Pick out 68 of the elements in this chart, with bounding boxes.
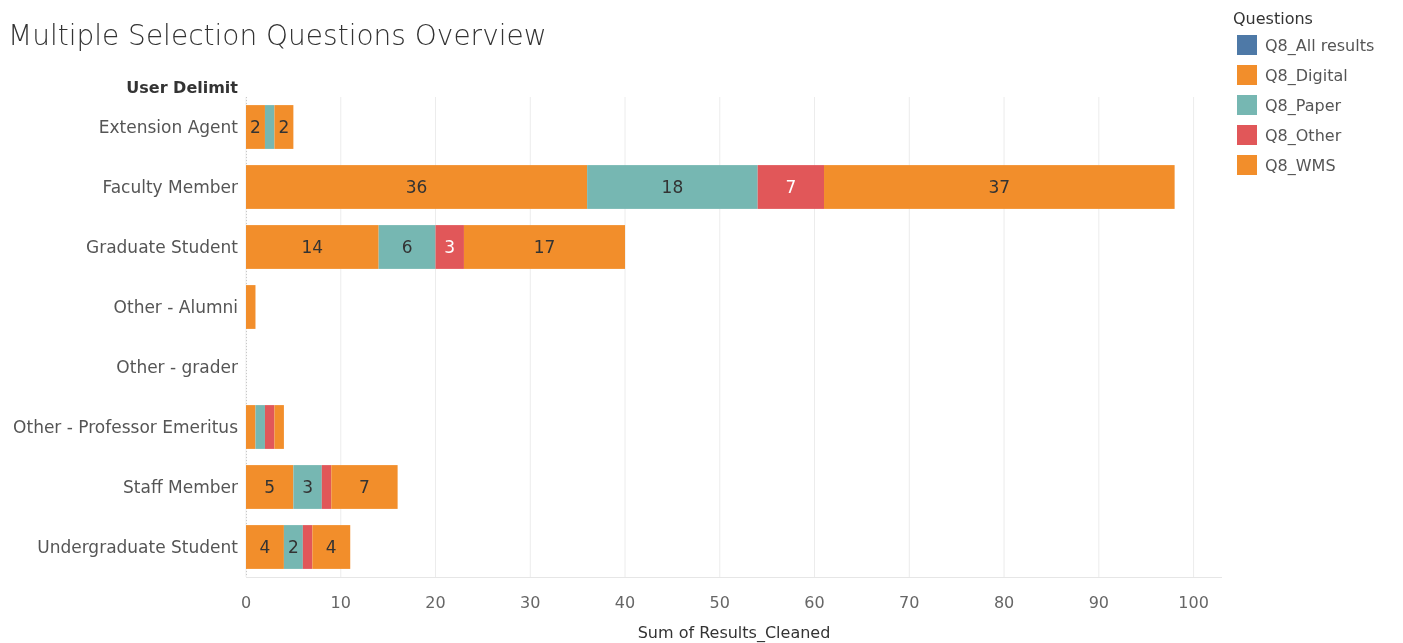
y-axis-title: User Delimit [126,78,239,97]
x-tick-label: 10 [330,593,351,612]
data-label: 14 [301,237,324,258]
data-label: 5 [264,477,276,498]
legend-label: Q8_Other [1265,125,1342,146]
y-tick-label: Other - Professor Emeritus [13,417,239,438]
bar [378,225,436,269]
x-axis-title: Sum of Results_Cleaned [637,623,831,643]
x-tick-label: 0 [240,593,252,612]
x-tick-label: 40 [614,593,636,612]
bar [757,165,825,209]
data-label: 6 [401,237,413,258]
x-tick-label: 50 [709,593,730,612]
bar [246,285,256,329]
x-tick-label: 80 [993,593,1015,612]
data-label: 3 [302,477,314,498]
y-tick-label: Faculty Member [102,177,238,198]
bar [321,465,332,509]
data-label: 4 [259,537,271,558]
x-tick-label: 100 [1178,593,1209,612]
bar [302,525,313,569]
x-tick-label: 60 [804,593,825,612]
data-label: 2 [287,537,299,558]
bar [824,165,1175,209]
y-tick-label: Staff Member [123,477,238,498]
x-tick-label: 20 [425,593,446,612]
bar [274,105,294,149]
y-tick-label: Other - Alumni [113,297,238,318]
bar [246,465,294,509]
bar [331,465,398,509]
bar [264,105,275,149]
x-tick-label: 70 [899,593,920,612]
legend-label: Q8_Digital [1265,65,1348,86]
legend-label: Q8_WMS [1265,155,1336,176]
y-tick-label: Graduate Student [85,237,239,258]
bar [246,405,256,449]
x-tick-label: 30 [520,593,541,612]
data-label: 4 [325,537,337,558]
chart-title: Multiple Selection Questions Overview [8,19,547,52]
bar [463,225,626,269]
data-label: 7 [359,477,370,498]
bar [246,165,588,209]
data-label: 2 [250,117,261,138]
bar [255,405,265,449]
data-label: 37 [988,177,1011,198]
legend-title: Questions [1233,9,1313,28]
y-tick-label: Undergraduate Student [37,537,239,558]
legend-label: Q8_Paper [1265,95,1342,116]
data-label: 18 [661,177,684,198]
bar [587,165,758,209]
bar [246,525,284,569]
data-label: 2 [278,117,290,138]
bar [246,105,265,149]
data-label: 7 [785,177,797,198]
bar [264,405,275,449]
legend-label: Q8_All results [1265,35,1375,56]
bar [246,225,379,269]
bar [283,525,303,569]
x-tick-label: 90 [1088,593,1109,612]
bar [312,525,351,569]
bar [274,405,284,449]
data-label: 36 [405,177,428,198]
data-label: 3 [444,237,456,258]
y-tick-label: Other - grader [116,357,238,378]
bar [435,225,464,269]
bar [293,465,322,509]
data-label: 17 [533,237,556,258]
y-tick-label: Extension Agent [98,117,239,138]
